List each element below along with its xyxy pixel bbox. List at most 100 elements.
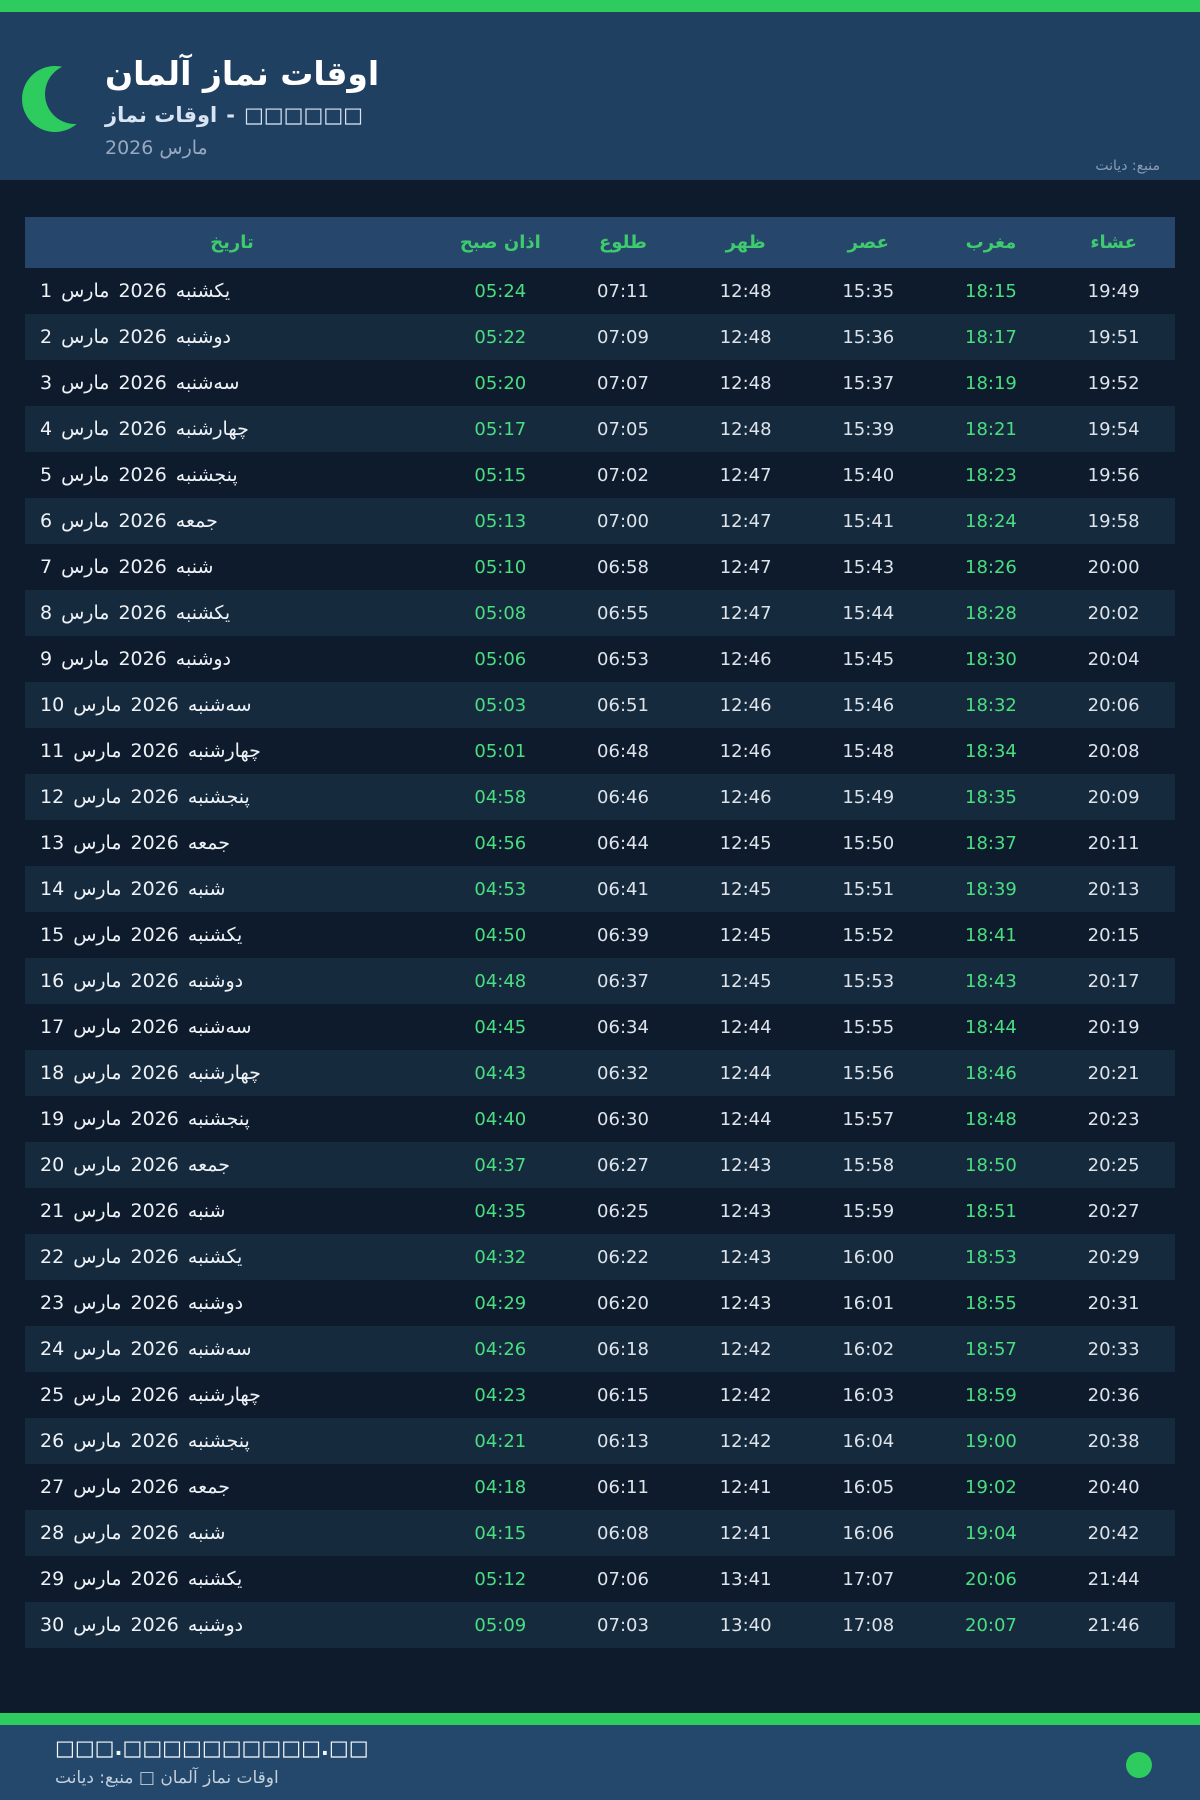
dhuhr-time-cell: 12:43	[684, 1155, 807, 1176]
dhuhr-time-cell: 12:48	[684, 281, 807, 302]
maghrib-time-cell: 18:41	[930, 925, 1053, 946]
dhuhr-time-cell: 12:47	[684, 511, 807, 532]
dhuhr-time-cell: 12:45	[684, 879, 807, 900]
page-title: اوقات نماز آلمان	[105, 54, 380, 93]
asr-time-cell-text: 16:03	[842, 1384, 895, 1406]
maghrib-time-cell: 18:30	[930, 649, 1053, 670]
maghrib-time-cell-text: 18:46	[965, 1062, 1017, 1084]
day-number: 22	[40, 1246, 65, 1268]
maghrib-time-cell-text: 18:51	[965, 1200, 1017, 1222]
table-row: 11 مارس 2026 چهارشنبه 05:01 06:48 12:46 15:48 18…	[25, 728, 1175, 774]
year-number: 2026	[130, 1246, 179, 1268]
sunrise-time-cell-text: 06:34	[597, 1016, 649, 1038]
maghrib-time-cell-text: 18:34	[965, 740, 1017, 762]
maghrib-time-cell: 18:19	[930, 373, 1053, 394]
sunrise-time-cell: 06:30	[562, 1109, 685, 1130]
fajr-time-cell-text: 04:53	[474, 878, 527, 900]
asr-time-cell: 15:40	[807, 465, 930, 486]
fajr-time-cell: 04:18	[439, 1477, 562, 1498]
sunrise-time-cell-text: 06:13	[597, 1430, 649, 1452]
isha-time-cell: 20:08	[1052, 741, 1175, 762]
weekday-name: سه‌شنبه	[187, 1016, 252, 1038]
asr-time-cell-text: 15:51	[842, 878, 895, 900]
fajr-time-cell: 04:56	[439, 833, 562, 854]
sunrise-time-cell: 06:27	[562, 1155, 685, 1176]
weekday-name: چهارشنبه	[175, 418, 249, 440]
sunrise-time-cell-text: 06:11	[597, 1476, 649, 1498]
asr-time-cell-text: 15:36	[842, 326, 895, 348]
column-header-dhuhr: ظهر	[725, 232, 766, 253]
asr-time-cell-text: 16:05	[842, 1476, 895, 1498]
dhuhr-time-cell-text: 12:47	[719, 510, 772, 532]
column-header-asr: عصر	[847, 232, 889, 253]
sunrise-time-cell: 06:32	[562, 1063, 685, 1084]
fajr-time-cell-text: 05:01	[474, 740, 527, 762]
weekday-name: جمعه	[187, 1154, 230, 1176]
isha-time-cell: 19:49	[1052, 281, 1175, 302]
sunrise-time-cell: 06:51	[562, 695, 685, 716]
dhuhr-time-cell-text: 12:43	[719, 1292, 772, 1314]
sunrise-time-cell-text: 06:30	[597, 1108, 649, 1130]
weekday-name: سه‌شنبه	[187, 1338, 252, 1360]
fajr-time-cell-text: 05:08	[474, 602, 527, 624]
column-header-fajr: اذان صبح	[459, 232, 541, 253]
sunrise-time-cell: 06:34	[562, 1017, 685, 1038]
asr-time-cell-text: 15:37	[842, 372, 895, 394]
dhuhr-time-cell: 12:44	[684, 1109, 807, 1130]
dhuhr-time-cell: 12:47	[684, 465, 807, 486]
month-name: مارس	[73, 1384, 122, 1406]
date-cell: 16 مارس 2026 دوشنبه	[25, 970, 439, 992]
sunrise-time-cell-text: 06:53	[597, 648, 649, 670]
day-number: 26	[40, 1430, 65, 1452]
day-number: 3	[40, 372, 53, 394]
asr-time-cell: 15:36	[807, 327, 930, 348]
fajr-time-cell: 05:03	[439, 695, 562, 716]
month-name: مارس	[73, 1200, 122, 1222]
table-row: 27 مارس 2026 جمعه 04:18 06:11 12:41 16:05 19:02 2…	[25, 1464, 1175, 1510]
asr-time-cell: 15:52	[807, 925, 930, 946]
sunrise-time-cell-text: 07:11	[597, 280, 649, 302]
maghrib-time-cell: 18:28	[930, 603, 1053, 624]
isha-time-cell: 20:00	[1052, 557, 1175, 578]
year-number: 2026	[130, 924, 179, 946]
maghrib-time-cell-text: 19:04	[965, 1522, 1017, 1544]
table-row: 8 مارس 2026 یکشنبه 05:08 06:55 12:47 15:44 18:28…	[25, 590, 1175, 636]
table-row: 13 مارس 2026 جمعه 04:56 06:44 12:45 15:50 18:37 2…	[25, 820, 1175, 866]
dhuhr-time-cell: 12:46	[684, 649, 807, 670]
fajr-time-cell: 04:37	[439, 1155, 562, 1176]
isha-time-cell-text: 20:25	[1087, 1154, 1140, 1176]
fajr-time-cell-text: 05:03	[474, 694, 527, 716]
isha-time-cell-text: 20:42	[1087, 1522, 1140, 1544]
weekday-name: یکشنبه	[187, 924, 243, 946]
month-name: مارس	[73, 1614, 122, 1636]
dhuhr-time-cell: 12:45	[684, 971, 807, 992]
maghrib-time-cell: 19:00	[930, 1431, 1053, 1452]
year-number: 2026	[130, 1338, 179, 1360]
weekday-name: یکشنبه	[187, 1568, 243, 1590]
day-number: 12	[40, 786, 65, 808]
month-name: مارس	[73, 924, 122, 946]
month-name: مارس	[73, 1016, 122, 1038]
dhuhr-time-cell: 12:46	[684, 741, 807, 762]
fajr-time-cell: 05:17	[439, 419, 562, 440]
maghrib-time-cell: 18:37	[930, 833, 1053, 854]
weekday-name: شنبه	[187, 1200, 226, 1222]
sunrise-time-cell-text: 06:41	[597, 878, 649, 900]
maghrib-time-cell: 18:51	[930, 1201, 1053, 1222]
dhuhr-time-cell-text: 13:41	[719, 1568, 772, 1590]
asr-time-cell-text: 15:35	[842, 280, 895, 302]
date-cell: 9 مارس 2026 دوشنبه	[25, 648, 439, 670]
asr-time-cell-text: 15:53	[842, 970, 895, 992]
month-name: مارس	[73, 1338, 122, 1360]
sunrise-time-cell: 06:08	[562, 1523, 685, 1544]
fajr-time-cell-text: 04:29	[474, 1292, 527, 1314]
year-number: 2026	[130, 1568, 179, 1590]
isha-time-cell-text: 20:38	[1087, 1430, 1140, 1452]
asr-time-cell: 15:51	[807, 879, 930, 900]
year-number: 2026	[118, 648, 167, 670]
fajr-time-cell: 05:13	[439, 511, 562, 532]
maghrib-time-cell-text: 19:00	[965, 1430, 1017, 1452]
year-number: 2026	[130, 1062, 179, 1084]
year-number: 2026	[130, 1522, 179, 1544]
dhuhr-time-cell: 12:43	[684, 1293, 807, 1314]
